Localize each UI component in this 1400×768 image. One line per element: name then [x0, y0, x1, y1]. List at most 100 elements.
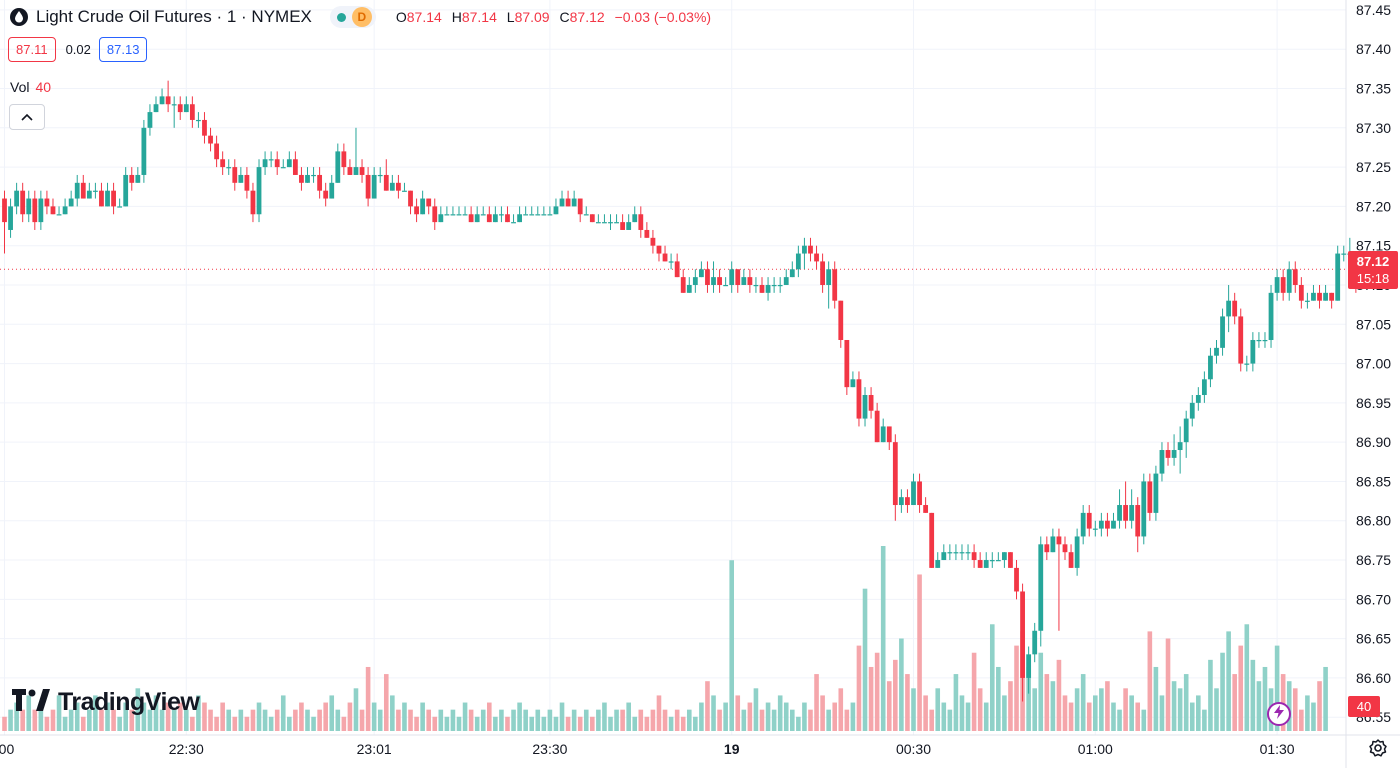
candle [608, 214, 613, 230]
volume-bar [1014, 645, 1019, 731]
volume-bar [2, 716, 7, 731]
buy-button[interactable]: 87.13 [98, 37, 148, 62]
candle [499, 206, 504, 223]
volume-bar [729, 560, 734, 731]
spread-value: 0.02 [65, 42, 91, 57]
candle [1250, 332, 1256, 372]
flash-button[interactable] [1267, 702, 1291, 726]
candle [99, 182, 104, 207]
candle [680, 269, 686, 293]
volume-bar [293, 709, 298, 731]
candle [1111, 512, 1116, 529]
candle [1305, 292, 1310, 309]
candle [886, 426, 892, 451]
volume-bar [717, 709, 722, 731]
high-value: 87.14 [461, 9, 497, 25]
volume-bar [917, 574, 922, 731]
candle [868, 387, 874, 419]
volume-bar [171, 709, 177, 731]
volume-bar [862, 588, 868, 731]
candle [286, 151, 292, 168]
candle [602, 214, 607, 224]
volume-bar [1226, 631, 1231, 731]
candle [50, 198, 56, 215]
volume-bar [493, 716, 498, 731]
volume-bar [1189, 702, 1195, 731]
volume-bar [705, 681, 710, 731]
candle [771, 277, 777, 293]
volume-bar [1214, 688, 1219, 731]
volume-bar [911, 688, 916, 731]
last-price-value: 87.12 [1356, 254, 1390, 269]
volume-bar [1056, 659, 1062, 731]
volume-bar [941, 702, 947, 731]
time-axis[interactable]: :00 22:30 23:01 23:30 19 00:30 01:00 01:30 [0, 741, 1295, 757]
volume-bar [535, 709, 541, 731]
volume-bar [838, 688, 844, 731]
candle [147, 104, 153, 136]
volume-bar [735, 695, 741, 731]
volume-bar [1026, 666, 1031, 731]
symbol-title[interactable]: Light Crude Oil Futures · 1 · NYMEX [36, 7, 312, 26]
trade-row: 87.11 0.02 87.13 [8, 37, 148, 62]
candle [626, 214, 632, 230]
volume-bar [511, 709, 516, 731]
volume-bar [1111, 702, 1116, 731]
volume-bar [850, 702, 856, 731]
candle [38, 190, 44, 230]
candle [1050, 528, 1056, 553]
volume-label: Vol [10, 79, 30, 95]
chevron-up-icon [21, 108, 33, 126]
sell-button[interactable]: 87.11 [8, 37, 56, 62]
candle [935, 552, 941, 568]
candle [1026, 646, 1032, 694]
volume-bar [868, 666, 874, 731]
volume-bar [432, 716, 438, 731]
candle [789, 261, 795, 278]
candle [953, 544, 959, 561]
candle [850, 371, 856, 388]
candle [583, 206, 589, 216]
price-tick-label: 86.85 [1356, 473, 1391, 489]
candle [668, 253, 674, 270]
collapse-legend-button[interactable] [9, 104, 45, 130]
price-tick-label: 87.05 [1356, 316, 1391, 332]
candle [844, 339, 850, 396]
candle [777, 277, 783, 293]
volume-bar [796, 716, 801, 731]
volume-bar [608, 716, 613, 731]
candle [1032, 622, 1038, 663]
volume-bar [923, 695, 928, 731]
candle [735, 269, 741, 293]
candle [1280, 269, 1286, 301]
candle [523, 206, 529, 216]
tradingview-logo[interactable]: TradingView [12, 688, 200, 717]
candle [862, 387, 868, 427]
candle [929, 512, 935, 568]
volume-bar [444, 716, 450, 731]
low-label: L [506, 9, 515, 25]
volume-bar [135, 688, 141, 731]
volume-bar [390, 695, 395, 731]
market-status[interactable]: D [329, 6, 376, 28]
candle [329, 174, 335, 199]
volume-bar [317, 709, 322, 731]
candle [311, 167, 316, 183]
candle [1098, 512, 1104, 537]
candle [159, 88, 165, 105]
candle [632, 206, 638, 223]
candle [202, 112, 207, 144]
candle [692, 269, 698, 293]
candle [1214, 339, 1219, 364]
settings-button[interactable] [1368, 738, 1388, 758]
volume-bar [1074, 688, 1080, 731]
price-axis[interactable]: 87.4587.4087.3587.3087.2587.2087.1587.10… [1356, 2, 1391, 725]
candle [1062, 536, 1068, 561]
candle [547, 206, 553, 216]
candle [129, 167, 135, 191]
candle [505, 206, 510, 223]
candle [1092, 520, 1098, 537]
volume-bar [759, 709, 765, 731]
candle [1201, 371, 1207, 403]
